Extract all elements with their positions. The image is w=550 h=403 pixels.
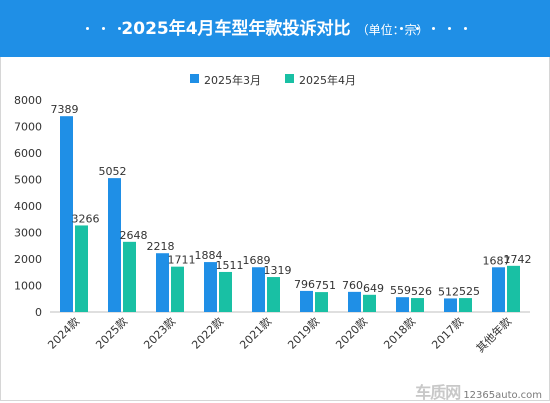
x-tick-label: 2020款 [333, 314, 370, 351]
data-label-march: 559 [390, 284, 411, 297]
data-label-april: 649 [363, 282, 384, 295]
data-label-march: 7389 [51, 103, 79, 116]
bar-april [363, 295, 376, 312]
x-tick-label: 其他年款 [473, 314, 514, 355]
y-tick-label: 3000 [14, 227, 42, 240]
bar-april [171, 267, 184, 312]
y-tick-label: 2000 [14, 253, 42, 266]
x-tick-label: 2021款 [237, 314, 274, 351]
watermark-logo: 车质网 [415, 383, 460, 402]
bar-april [507, 266, 520, 312]
bar-march [300, 291, 313, 312]
data-label-april: 2648 [120, 229, 148, 242]
data-label-march: 512 [438, 285, 459, 298]
data-label-april: 1511 [216, 259, 244, 272]
bar-april [123, 242, 136, 312]
x-tick-label: 2025款 [93, 314, 130, 351]
y-tick-label: 8000 [14, 94, 42, 107]
bar-march [444, 298, 457, 312]
x-tick-label: 2023款 [141, 314, 178, 351]
bar-march [348, 292, 361, 312]
x-tick-label: 2024款 [45, 314, 82, 351]
data-label-april: 751 [315, 279, 336, 292]
data-label-april: 1319 [264, 264, 292, 277]
bar-april [219, 272, 232, 312]
data-label-march: 2218 [147, 240, 175, 253]
y-tick-label: 4000 [14, 200, 42, 213]
bar-march [492, 267, 505, 312]
y-tick-label: 1000 [14, 280, 42, 293]
x-tick-label: 2022款 [189, 314, 226, 351]
data-label-march: 5052 [99, 165, 127, 178]
data-label-april: 525 [459, 285, 480, 298]
data-label-april: 526 [411, 285, 432, 298]
data-label-april: 1742 [504, 253, 532, 266]
bar-april [459, 298, 472, 312]
y-tick-label: 0 [35, 306, 42, 319]
y-tick-label: 5000 [14, 174, 42, 187]
y-tick-label: 7000 [14, 121, 42, 134]
bar-march [396, 297, 409, 312]
y-tick-label: 6000 [14, 147, 42, 160]
data-label-march: 760 [342, 279, 363, 292]
x-tick-label: 2019款 [285, 314, 322, 351]
bar-april [267, 277, 280, 312]
bar-april [75, 225, 88, 312]
watermark-domain: 12365auto.com [463, 390, 542, 401]
x-tick-label: 2017款 [429, 314, 466, 351]
bar-april [315, 292, 328, 312]
data-label-march: 796 [294, 278, 315, 291]
data-label-april: 3266 [72, 212, 100, 225]
bar-march [108, 178, 121, 312]
bar-april [411, 298, 424, 312]
x-tick-label: 2018款 [381, 314, 418, 351]
data-label-april: 1711 [168, 254, 196, 267]
